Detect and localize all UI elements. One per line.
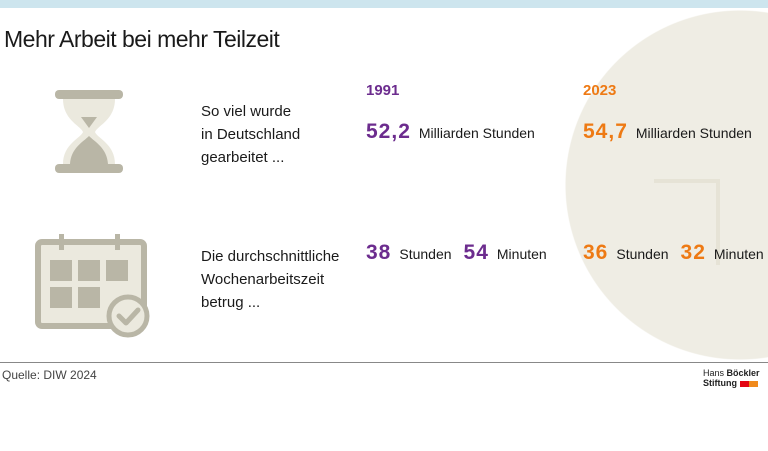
description-line: betrug ...: [201, 294, 261, 311]
value: 54,7: [583, 120, 628, 143]
logo-orange-square: [748, 380, 758, 387]
unit: Milliarden Stunden: [418, 125, 535, 141]
hours-unit: Stunden: [399, 246, 452, 262]
logo-red-square: [739, 380, 749, 387]
description-line: gearbeitet ...: [201, 149, 285, 166]
description-line: Die durchschnittliche: [201, 248, 340, 265]
logo-text: Böckler: [726, 368, 760, 378]
row1-description: So viel wurde in Deutschland gearbeitet …: [201, 100, 300, 169]
row2-description: Die durchschnittliche Wochenarbeitszeit …: [201, 245, 339, 314]
value: 52,2: [366, 120, 411, 143]
description-line: Wochenarbeitszeit: [201, 271, 325, 288]
hours-value: 38: [366, 241, 392, 264]
row2-1991-value: 38 Stunden 54 Minuten: [366, 241, 547, 265]
hans-boeckler-stiftung-logo: Hans Böckler Stiftung: [703, 368, 760, 388]
footer-divider: [0, 362, 768, 363]
year-2023: 2023: [583, 82, 617, 99]
minutes-unit: Minuten: [496, 246, 547, 262]
hours-value: 36: [583, 241, 609, 264]
minutes-value: 54: [463, 241, 489, 264]
calendar-check-icon: [35, 234, 150, 338]
minutes-value: 32: [680, 241, 706, 264]
description-line: So viel wurde: [201, 103, 292, 120]
decorative-corner: [654, 179, 720, 265]
page-title: Mehr Arbeit bei mehr Teilzeit: [4, 26, 280, 52]
hours-unit: Stunden: [616, 246, 669, 262]
source-note: Quelle: DIW 2024: [2, 368, 97, 382]
year-1991: 1991: [366, 82, 400, 99]
description-line: in Deutschland: [201, 126, 301, 143]
unit: Milliarden Stunden: [635, 125, 752, 141]
logo-text: Hans: [703, 368, 725, 378]
row1-1991-value: 52,2 Milliarden Stunden: [366, 120, 535, 144]
hourglass-icon: [55, 90, 123, 173]
row2-2023-value: 36 Stunden 32 Minuten: [583, 241, 764, 265]
top-bar: [0, 0, 768, 8]
minutes-unit: Minuten: [713, 246, 764, 262]
background-circle: [565, 10, 768, 360]
row1-2023-value: 54,7 Milliarden Stunden: [583, 120, 752, 144]
logo-text: Stiftung: [703, 378, 737, 388]
